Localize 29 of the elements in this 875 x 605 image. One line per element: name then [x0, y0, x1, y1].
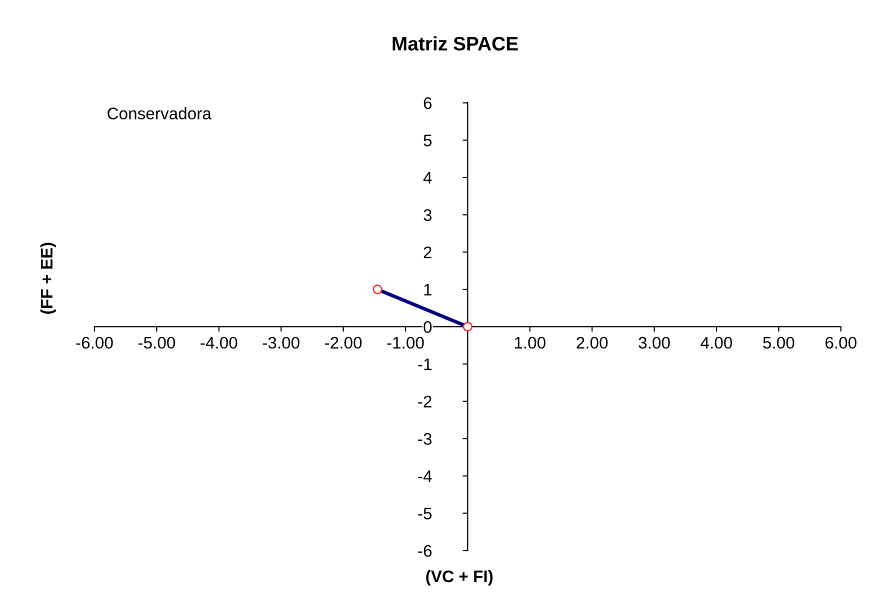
x-axis-title: (VC + FI): [426, 570, 493, 586]
x-tick-label: 3.00: [638, 336, 670, 349]
x-tick-label: -1.00: [387, 336, 424, 349]
x-tick-label: 6.00: [826, 336, 856, 349]
x-tick-label: 2.00: [576, 336, 608, 349]
y-tick-label: -5: [418, 508, 432, 520]
x-tick-label: -3.00: [262, 336, 300, 349]
y-tick-label: 2: [424, 246, 432, 258]
x-tick-label: -6.00: [76, 336, 113, 349]
y-tick-label: 4: [423, 172, 432, 184]
y-tick-label: 1: [424, 284, 432, 296]
x-tick-label: 4.00: [700, 336, 732, 349]
x-tick-label: -2.00: [325, 336, 362, 349]
y-tick-label: 5: [424, 134, 432, 146]
y-tick-label: -1: [418, 358, 432, 370]
y-tick-label: -2: [418, 396, 432, 408]
x-tick-label: 5.00: [763, 336, 794, 349]
chart-title: Matriz SPACE: [392, 36, 518, 51]
x-tick-label: -5.00: [138, 336, 176, 349]
x-tick-label: -4.00: [200, 336, 238, 349]
y-tick-label: 0: [424, 321, 432, 333]
y-axis-title: (FF + EE): [40, 242, 56, 314]
y-tick-label: -4: [418, 470, 432, 482]
y-tick-label: 3: [424, 209, 432, 221]
y-tick-label: 6: [424, 97, 432, 110]
annotation: Conservadora: [108, 107, 212, 120]
y-tick-label: -3: [418, 433, 432, 445]
y-tick-label: -6: [418, 544, 432, 557]
x-tick-label: 1.00: [514, 336, 546, 349]
